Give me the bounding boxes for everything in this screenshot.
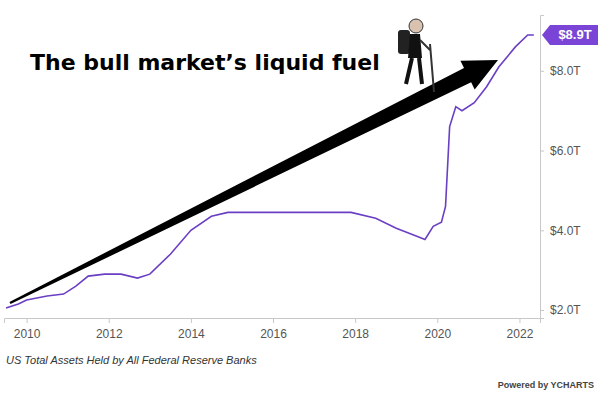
body (408, 34, 422, 58)
y-tick-mark (540, 71, 544, 72)
y-tick-mark (540, 230, 544, 231)
end-label-box (542, 25, 598, 45)
x-tick-mark (109, 318, 110, 323)
x-tick: 2010 (14, 318, 41, 341)
y-axis-line (541, 16, 545, 319)
x-tick: 2016 (260, 318, 287, 341)
x-tick: 2018 (342, 318, 369, 341)
pole (420, 40, 434, 92)
x-axis-line (5, 319, 541, 324)
backpack (398, 30, 410, 54)
y-tick: $6.0T (540, 144, 581, 158)
x-tick-mark (519, 318, 520, 323)
y-tick-mark (540, 310, 544, 311)
x-tick-label: 2018 (342, 327, 369, 341)
legs (406, 58, 422, 84)
x-tick-mark (437, 318, 438, 323)
y-axis: $2.0T $4.0T $6.0T $8.0T (540, 16, 581, 319)
y-tick: $4.0T (540, 224, 581, 238)
x-tick-label: 2014 (178, 327, 205, 341)
x-tick: 2012 (96, 318, 123, 341)
x-tick-mark (191, 318, 192, 323)
y-tick: $8.0T (540, 64, 581, 78)
x-tick-label: 2012 (96, 327, 123, 341)
hiker-icon (398, 19, 434, 92)
x-tick: 2020 (424, 318, 451, 341)
y-tick: $2.0T (540, 303, 581, 317)
y-tick-label: $2.0T (550, 303, 581, 317)
x-tick-label: 2022 (507, 327, 534, 341)
decoration (9, 19, 498, 304)
x-tick-label: 2020 (424, 327, 451, 341)
x-tick-mark (273, 318, 274, 323)
credit: Powered by YCHARTS (498, 380, 594, 390)
end-label-text: $8.9T (558, 27, 591, 42)
end-label: $8.9T (542, 25, 598, 45)
y-tick-label: $8.0T (550, 64, 581, 78)
x-axis: 2010 2012 2014 2016 2018 2020 2022 (5, 318, 541, 341)
x-tick: 2014 (178, 318, 205, 341)
head (409, 19, 423, 33)
x-tick-label: 2010 (14, 327, 41, 341)
chart: 2010 2012 2014 2016 2018 2020 2022 $2.0T $4.0T $6… (0, 0, 600, 399)
y-tick-label: $4.0T (550, 224, 581, 238)
line (6, 35, 534, 308)
caption: US Total Assets Held by All Federal Rese… (6, 354, 257, 366)
title: The bull market’s liquid fuel (30, 50, 380, 75)
x-tick-label: 2016 (260, 327, 287, 341)
x-tick-mark (355, 318, 356, 323)
plot-area (6, 35, 534, 308)
x-tick: 2022 (507, 318, 534, 341)
x-tick-mark (27, 318, 28, 323)
arrow (9, 60, 498, 304)
y-tick-label: $6.0T (550, 144, 581, 158)
y-tick-mark (540, 151, 544, 152)
